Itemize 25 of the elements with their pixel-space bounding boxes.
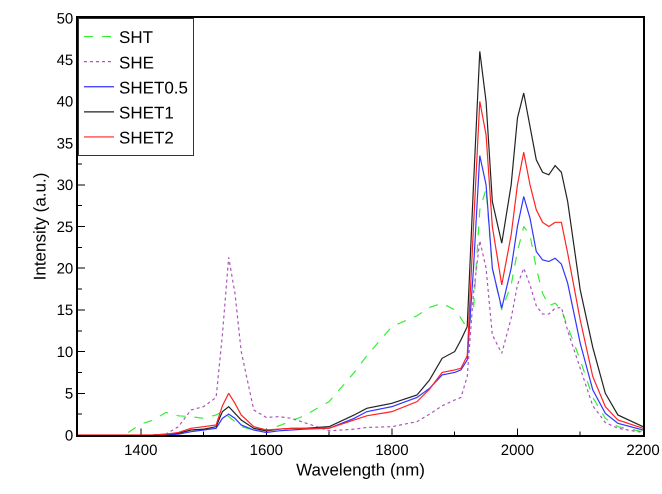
y-tick-label: 5: [64, 386, 74, 403]
y-tick-label: 10: [56, 344, 74, 361]
x-tick-label: 1800: [375, 442, 409, 459]
x-tick-label: 2000: [500, 442, 534, 459]
y-tick-label: 35: [56, 135, 74, 152]
y-tick-label: 20: [56, 260, 74, 278]
y-tick-label: 25: [56, 218, 74, 236]
line-series: [128, 188, 643, 434]
legend-label: SHET1: [119, 103, 174, 122]
legend-label: SHET2: [119, 128, 174, 148]
y-tick-label: 30: [56, 177, 74, 194]
x-axis-title: Wavelength (nm): [296, 460, 425, 480]
legend-label: SHET0.5: [119, 78, 188, 98]
legend-label: SHT: [119, 28, 153, 48]
y-tick-label: 50: [56, 10, 74, 28]
line-series: [78, 100, 643, 435]
legend-label: SHE: [119, 53, 154, 72]
x-tick-label: 1400: [124, 442, 158, 459]
y-axis-title: Intensity (a.u.): [30, 172, 50, 280]
y-tick-label: 40: [56, 94, 74, 111]
y-tick-label: 0: [64, 427, 74, 444]
y-tick-label: 45: [56, 52, 74, 69]
x-tick-label: 2200: [626, 442, 660, 459]
y-tick-label: 15: [56, 302, 74, 320]
x-tick-label: 1600: [250, 442, 284, 459]
